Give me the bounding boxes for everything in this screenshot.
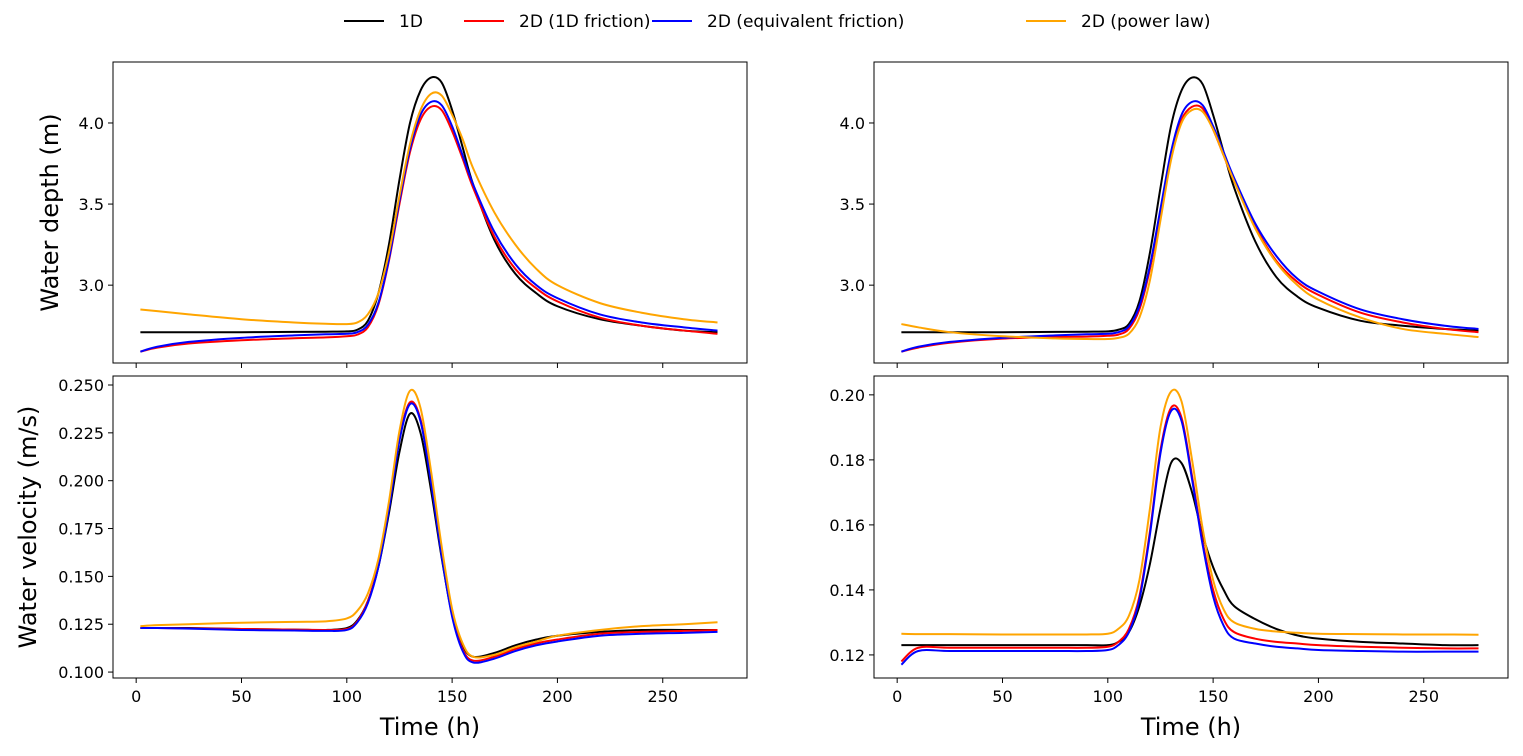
- series-line-2d-equivalent-friction: [901, 100, 1479, 353]
- y-tick-label: 0.14: [829, 581, 865, 600]
- series-line-2d-1d-friction: [901, 104, 1479, 353]
- y-tick-label: 0.225: [58, 424, 104, 443]
- series-group: [900, 388, 1479, 666]
- x-axis-label: Time (h): [1140, 713, 1241, 741]
- axes-frame: [112, 61, 748, 364]
- panel-bottom-left: 0 50 100 150 200 250 0.100 0.125 0.150 0.175 0.200…: [14, 375, 748, 741]
- legend-item: 2D (1D friction): [464, 12, 651, 32]
- series-line-2d-power-law: [140, 388, 718, 659]
- y-tick-label: 0.200: [58, 472, 104, 491]
- x-tick-label: 100: [332, 687, 363, 706]
- x-tick-label: 150: [437, 687, 468, 706]
- panel-bottom-right: 0 50 100 150 200 250 0.12 0.14 0.16 0.18 0.20 Time …: [829, 375, 1509, 741]
- series-line-2d-1d-friction: [900, 404, 1479, 663]
- axes-frame: [873, 61, 1509, 364]
- x-tick-label: 200: [1303, 687, 1334, 706]
- y-tick-label: 0.16: [829, 516, 865, 535]
- legend-item: 2D (power law): [1026, 12, 1211, 32]
- axes-frame: [112, 375, 748, 679]
- x-axis-label: Time (h): [379, 713, 480, 741]
- series-group: [140, 388, 718, 664]
- y-axis-label: Water depth (m): [36, 113, 64, 311]
- y-tick-label: 0.125: [58, 615, 104, 634]
- series-line-2d-equivalent-friction: [140, 402, 718, 664]
- series-line-1d: [901, 76, 1479, 334]
- x-tick-label: 0: [131, 687, 141, 706]
- y-tick-label: 3.0: [840, 276, 865, 295]
- y-tick-label: 4.0: [840, 114, 865, 133]
- series-line-1d: [901, 457, 1479, 647]
- y-tick-label: 3.5: [840, 195, 865, 214]
- series-group: [140, 76, 718, 353]
- legend-label: 2D (1D friction): [519, 12, 651, 32]
- series-line-1d: [140, 76, 718, 334]
- series-line-2d-power-law: [901, 107, 1479, 341]
- y-tick-label: 0.18: [829, 451, 865, 470]
- series-line-1d: [140, 412, 718, 659]
- y-tick-label: 0.12: [829, 646, 865, 665]
- panel-top-left: 3.0 3.5 4.0 Water depth (m): [36, 61, 748, 368]
- x-tick-label: 50: [231, 687, 251, 706]
- series-group: [901, 76, 1479, 353]
- axes-frame: [873, 375, 1509, 679]
- y-tick-label: 0.175: [58, 520, 104, 539]
- x-tick-label: 100: [1093, 687, 1124, 706]
- x-tick-label: 200: [542, 687, 573, 706]
- series-line-2d-equivalent-friction: [140, 100, 718, 353]
- y-tick-label: 0.250: [58, 376, 104, 395]
- x-tick-label: 250: [647, 687, 678, 706]
- legend-label: 1D: [399, 12, 423, 32]
- y-tick-label: 3.0: [79, 276, 104, 295]
- panel-top-right: 3.0 3.5 4.0: [840, 61, 1509, 368]
- legend-label: 2D (equivalent friction): [707, 12, 904, 32]
- y-tick-label: 4.0: [79, 114, 104, 133]
- series-line-2d-equivalent-friction: [900, 407, 1479, 666]
- legend-label: 2D (power law): [1081, 12, 1211, 32]
- x-tick-label: 150: [1198, 687, 1229, 706]
- y-axis-label: Water velocity (m/s): [14, 406, 42, 649]
- x-tick-label: 0: [892, 687, 902, 706]
- series-line-2d-power-law: [140, 91, 718, 326]
- legend-item: 1D: [344, 12, 423, 32]
- legend: 1D 2D (1D friction) 2D (equivalent frictio…: [344, 12, 1211, 32]
- y-tick-label: 0.20: [829, 386, 865, 405]
- series-line-2d-1d-friction: [140, 400, 718, 662]
- series-line-2d-1d-friction: [140, 105, 718, 353]
- x-tick-label: 50: [992, 687, 1012, 706]
- x-tick-label: 250: [1408, 687, 1439, 706]
- y-tick-label: 0.150: [58, 567, 104, 586]
- y-tick-label: 0.100: [58, 663, 104, 682]
- legend-item: 2D (equivalent friction): [652, 12, 904, 32]
- series-line-2d-power-law: [901, 388, 1479, 636]
- y-tick-label: 3.5: [79, 195, 104, 214]
